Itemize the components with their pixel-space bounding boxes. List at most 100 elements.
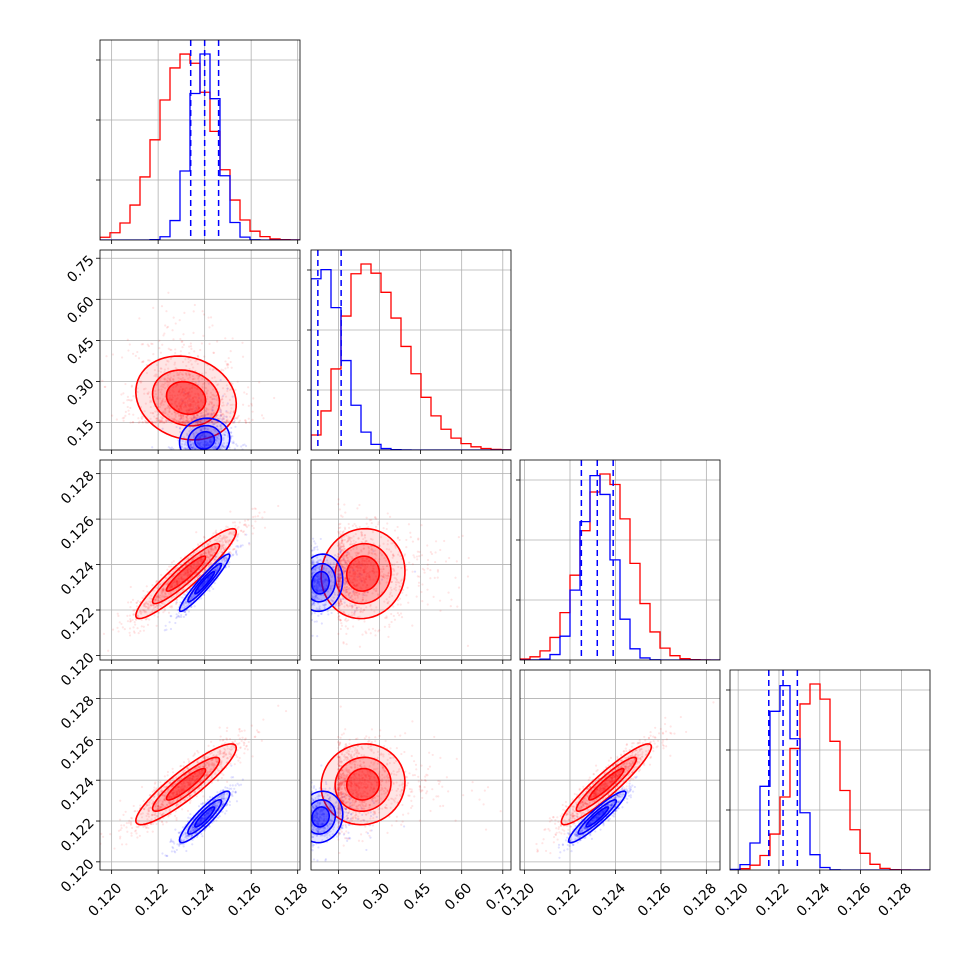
scatter-point <box>213 422 216 425</box>
scatter-point <box>307 597 309 599</box>
scatter-point <box>353 570 357 573</box>
scatter-point <box>339 600 342 603</box>
scatter-point <box>177 615 180 618</box>
scatter-point <box>140 417 144 420</box>
scatter-point <box>197 406 200 409</box>
scatter-point <box>361 593 364 596</box>
scatter-point <box>241 403 245 406</box>
scatter-point <box>185 406 188 409</box>
scatter-point <box>191 568 194 571</box>
scatter-point <box>317 559 320 562</box>
contours-red <box>135 355 238 441</box>
scatter-point <box>206 395 209 398</box>
scatter-point <box>394 546 397 549</box>
scatter-point <box>233 447 237 450</box>
scatter-point <box>434 551 437 554</box>
scatter-point <box>182 421 185 424</box>
scatter-point <box>362 563 365 566</box>
scatter-point <box>163 400 166 403</box>
scatter-point <box>161 416 165 420</box>
scatter-point <box>392 553 395 556</box>
scatter-point <box>222 413 225 416</box>
scatter-point <box>195 396 198 399</box>
scatter-point <box>193 350 196 353</box>
scatter-point <box>173 410 177 413</box>
scatter-point <box>355 591 358 595</box>
scatter-point <box>349 574 352 578</box>
scatter-point <box>378 581 381 584</box>
scatter-point <box>352 568 355 571</box>
scatter-point <box>204 580 207 583</box>
scatter-point <box>147 391 150 394</box>
scatter-point <box>149 399 152 402</box>
scatter-point <box>199 419 203 422</box>
scatter-point <box>337 582 340 585</box>
scatter-point <box>370 551 373 554</box>
scatter-point <box>159 594 162 597</box>
scatter-point <box>337 579 340 583</box>
scatter-point <box>369 562 372 565</box>
scatter-point <box>456 605 459 608</box>
scatter-point <box>190 347 193 350</box>
scatter-point <box>163 421 166 424</box>
scatter-point <box>172 595 176 598</box>
scatter-point <box>342 545 345 548</box>
scatter-point <box>183 311 186 314</box>
scatter-point <box>160 591 163 594</box>
scatter-point <box>374 575 378 578</box>
scatter-point <box>131 598 135 601</box>
scatter-point <box>136 390 139 394</box>
scatter-point <box>206 544 209 547</box>
scatter-point <box>401 591 404 594</box>
scatter-point <box>194 448 197 450</box>
scatter-point <box>377 521 380 524</box>
scatter-point <box>461 534 464 537</box>
scatter-point <box>211 368 214 372</box>
scatter-point <box>187 394 190 397</box>
scatter-point <box>317 566 321 570</box>
scatter-point <box>224 558 227 561</box>
scatter-point <box>144 601 147 604</box>
scatter-point <box>344 559 347 562</box>
scatter-point <box>183 451 185 453</box>
scatter-point <box>338 548 341 551</box>
scatter-point <box>346 587 349 590</box>
scatter-point <box>145 611 148 614</box>
scatter-point <box>180 443 184 446</box>
scatter-point <box>363 568 366 571</box>
scatter-point <box>337 603 341 606</box>
scatter-point <box>318 580 322 584</box>
scatter-point <box>365 562 368 566</box>
scatter-point <box>306 596 308 598</box>
scatter-point <box>342 568 345 571</box>
scatter-point <box>182 418 185 421</box>
scatter-point <box>206 579 209 582</box>
scatter-point <box>219 550 222 553</box>
scatter-point <box>386 564 389 568</box>
y-tick-label: 0.75 <box>64 253 97 286</box>
scatter-point <box>365 606 368 609</box>
scatter-point <box>191 567 195 570</box>
scatter-point <box>179 371 182 374</box>
scatter-point <box>204 550 208 553</box>
scatter-point <box>190 363 193 366</box>
scatter-point <box>344 617 348 620</box>
scatter-point <box>196 421 200 424</box>
scatter-point <box>352 547 355 551</box>
scatter-point <box>449 605 452 608</box>
scatter-point <box>368 575 371 578</box>
scatter-point <box>320 612 323 615</box>
scatter-point <box>157 585 161 588</box>
scatter-point <box>307 612 309 614</box>
scatter-point <box>226 418 229 421</box>
scatter-point <box>309 594 311 596</box>
scatter-point <box>342 557 345 561</box>
scatter-point <box>169 376 172 379</box>
scatter-point <box>192 432 195 435</box>
scatter-point <box>311 591 314 594</box>
scatter-point <box>338 573 341 577</box>
scatter-point <box>212 351 216 354</box>
scatter-point <box>215 568 218 572</box>
scatter-point <box>202 419 205 423</box>
scatter-point <box>333 593 337 596</box>
